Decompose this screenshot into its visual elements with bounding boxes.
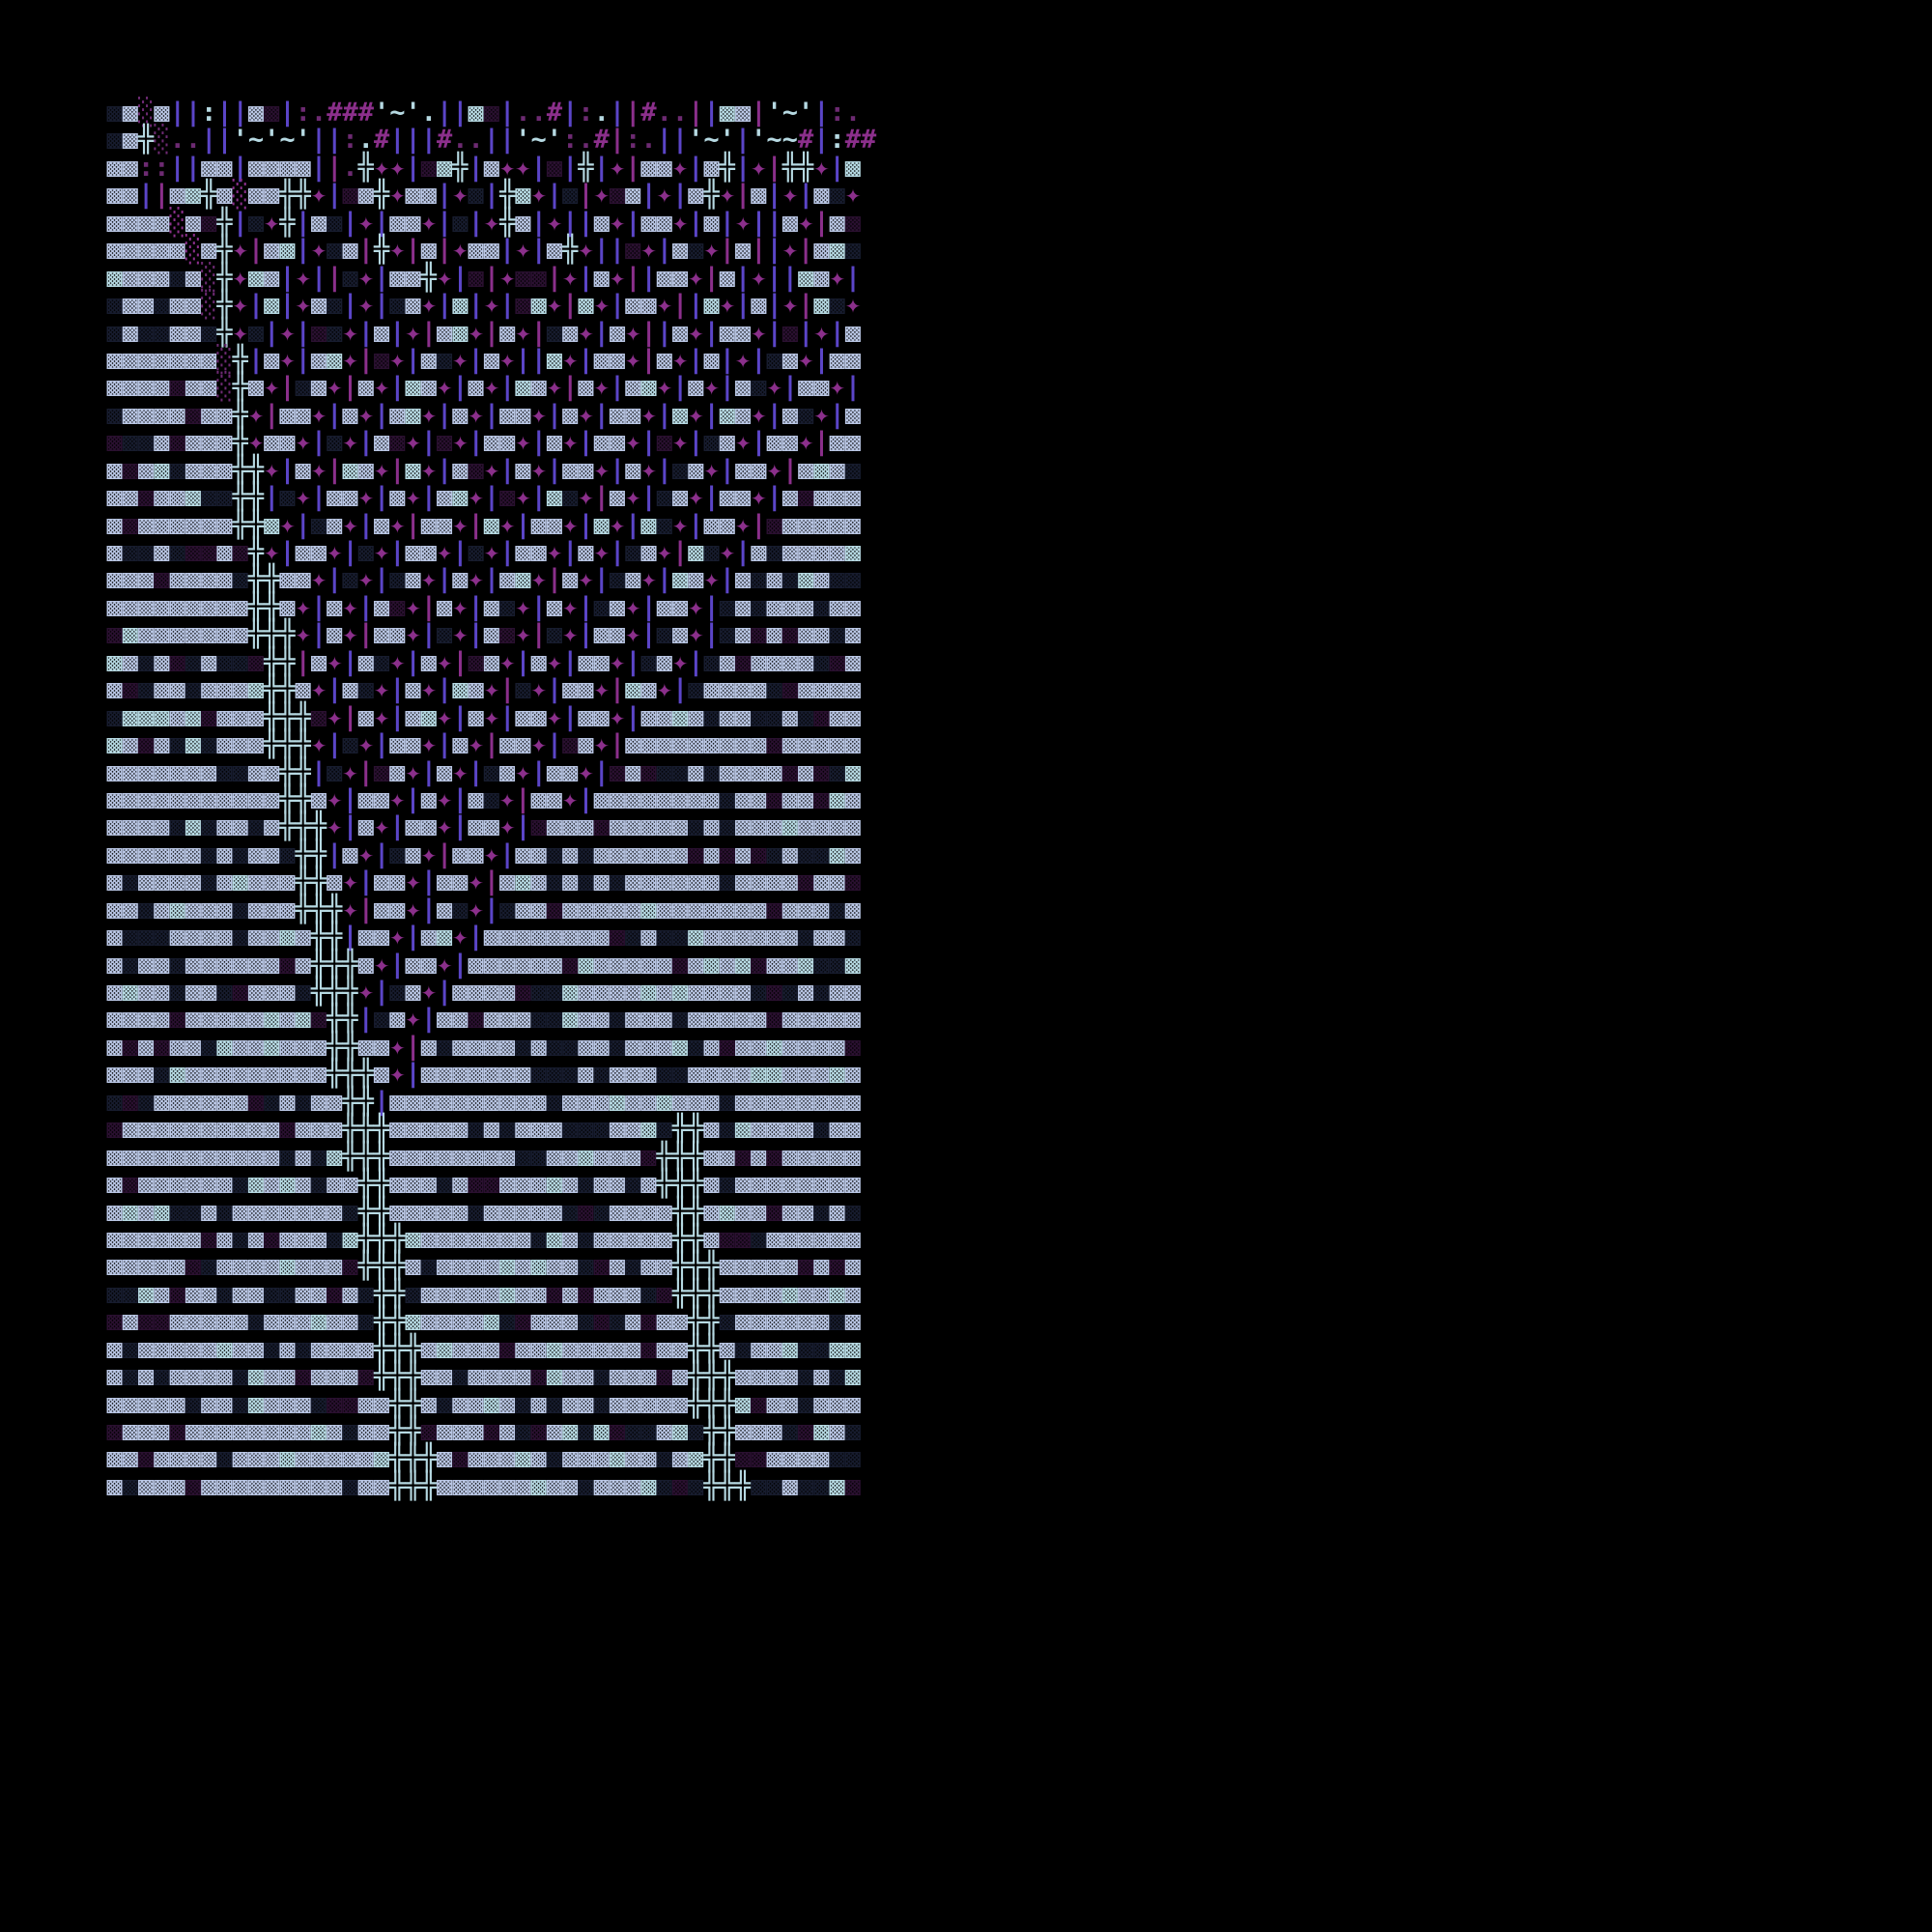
ascii-art-row: ▩▩▩▩▩▩▩▩▩▩▩▩▩╬╬╬▩✦|▩▩✦|▩▩▩▩▩▩▩▩▩▩▩▩▩▩▩▩▩…: [106, 949, 862, 980]
ascii-art-row: ▩▩▩▩▩▩▩▩▩▩▩▩▩▩▩▩▩▩╬╬▩▩▩▩▩▩▩▩▩▩▩▩▩▩▩▩▩▩╬╬…: [106, 1416, 862, 1446]
ascii-art-row: ▩▩▩▩▩▩▩▩▩▩▩▩▩▩▩▩▩▩╬╬╬▩▩▩▩▩▩▩▩▩▩▩▩▩▩▩▩▩╬╬…: [106, 1470, 862, 1501]
ascii-art-row: ▩▩▩▩▩▩▩▩▩▩▩▩▩▩▩▩▩╬╬╬▩▩▩▩▩▩▩▩▩▩▩▩▩▩▩▩▩╬╬╬…: [106, 1361, 862, 1392]
ascii-art-row: ▩▩▩▩▩░▩╬✦|▩▩|✦▩▩|╬✦|▩|✦▩▩|✦|▩╬✦||▩✦|▩▩✦|…: [106, 235, 862, 266]
ascii-art-row: ▩▩▩▩▩▩▩▩▩▩▩╬╬|▩✦|▩▩✦|▩✦|▩▩✦|▩▩✦|▩▩▩▩▩▩▩▩…: [106, 756, 862, 787]
ascii-art-row: ▩▩▩▩▩▩▩▩▩▩▩▩▩▩▩▩╬╬╬▩▩▩▩▩▩▩▩▩▩▩▩▩▩▩▩▩╬╬▩▩…: [106, 1223, 861, 1254]
ascii-art-row: ▩▩▩▩▩▩▩▩▩▩▩▩▩▩▩▩╬╬▩▩▩▩▩▩▩▩▩▩▩▩▩▩▩▩▩╬╬╬▩▩…: [106, 1169, 862, 1200]
ascii-art-row: ▩▩▩▩▩▩▩▩▩▩▩▩▩▩▩▩▩╬╬▩▩▩▩▩▩▩▩▩▩▩▩▩▩▩▩▩╬╬╬▩…: [106, 1278, 862, 1309]
ascii-art-row: ▩▩▩▩▩▩▩▩▩▩▩▩▩▩╬╬|▩▩✦|▩▩▩▩▩▩▩▩▩▩▩▩▩▩▩▩▩▩▩…: [106, 1004, 861, 1035]
ascii-art-row: ▩▩▩▩░▩▩╬|▩✦╬|▩▩|✦|▩▩✦|▩|✦╬▩|✦||▩✦|▩▩✦|▩|…: [106, 207, 862, 238]
ascii-art-row: ▩▩▩▩▩▩▩░╬▩✦|▩▩✦|▩✦|▩▩✦|▩✦|▩▩✦|▩✦|▩▩✦|▩✦|…: [106, 372, 862, 403]
ascii-art-row: ▩▩▩▩▩▩▩▩▩▩▩▩▩▩▩▩▩▩╬╬▩▩▩▩▩▩▩▩▩▩▩▩▩▩▩▩▩╬╬╬…: [106, 1388, 861, 1419]
ascii-art-row: ▩▩▩▩▩▩▩▩╬✦▩▩✦|▩✦|▩▩✦|▩✦|▩▩✦|▩✦|▩▩✦|▩✦|▩▩…: [106, 427, 862, 458]
ascii-art-row: ▩▩▩▩▩▩▩▩▩▩▩▩▩▩▩╬╬╬▩▩▩▩▩▩▩▩▩▩▩▩▩▩▩▩▩▩╬╬▩▩…: [106, 1114, 861, 1145]
ascii-art-row: ▩▩▩▩▩▩▩▩▩▩╬╬|▩✦|▩▩✦|▩✦|▩▩✦|▩✦|▩▩✦|▩▩✦|▩▩…: [106, 646, 862, 677]
ascii-art-row: ▩▩▩▩▩▩▩▩▩▩╬╬╬✦|▩✦|▩▩✦|▩✦|▩▩✦|▩▩✦|▩▩▩▩▩▩▩…: [106, 729, 862, 760]
ascii-art-row: ▩▩▩▩▩▩▩▩▩▩▩▩╬╬╬✦|▩▩✦|▩▩✦|▩▩▩▩▩▩▩▩▩▩▩▩▩▩▩…: [106, 894, 862, 924]
ascii-art-row: ▩▩||▩▩╬▩░▩▩╬╬✦|▩▩╬✦▩▩|✦▩|╬▩✦|▩|✦▩▩|✦|▩╬✦…: [106, 180, 862, 211]
ascii-art-row: ▩▩▩▩▩▩░╬✦▩▩|✦||▩✦|▩▩╬✦|▩|✦▩▩|✦|▩✦||▩▩✦|▩…: [106, 262, 862, 293]
ascii-art-row: ▩▩▩▩▩▩▩░╬|▩✦|▩▩✦|▩✦|▩▩✦|▩✦||▩✦|▩▩✦|▩✦|▩|…: [106, 344, 862, 375]
ascii-art-row: ▩▩▩▩▩▩▩▩▩╬╬▩✦|▩✦|▩▩✦|▩✦|▩▩✦|▩✦|▩▩✦|▩▩✦|▩…: [106, 591, 862, 622]
ascii-art-row: ▩▩░▩||:||▩▩|:.###'~'.||▩▩|..#|:.||#..||▩…: [106, 98, 862, 128]
ascii-art-row: ▩▩▩▩▩▩▩▩▩▩▩▩▩╬╬|▩▩✦|▩▩✦|▩▩▩▩▩▩▩▩▩▩▩▩▩▩▩▩…: [106, 922, 862, 952]
ascii-art-row: ▩▩▩▩▩▩▩▩╬✦|▩▩✦|▩✦|▩▩✦|▩✦|▩▩✦|▩✦|▩▩✦|▩✦|▩…: [106, 399, 862, 430]
ascii-art-row: ▩▩▩▩▩▩▩▩▩╬╬╬✦|▩✦|▩▩✦|▩✦|▩▩✦|▩✦|▩▩✦|▩▩✦|▩…: [106, 619, 862, 650]
ascii-art-row: ▩▩▩▩▩▩▩▩▩╬✦|▩▩✦|▩✦|▩▩✦|▩✦|▩▩✦|▩✦|▩▩✦|▩▩✦…: [106, 537, 862, 567]
ascii-art-row: ▩▩▩▩▩▩▩▩╬╬✦|▩✦|▩▩✦|▩✦|▩▩✦|▩✦|▩▩✦|▩✦|▩▩✦|…: [106, 454, 862, 485]
ascii-art-row: ▩▩▩▩▩▩▩▩╬╬|▩✦|▩▩✦|▩✦|▩▩✦|▩✦|▩▩✦|▩✦|▩▩✦|▩…: [106, 482, 862, 513]
ascii-art-row: ▩▩▩▩▩▩▩▩▩▩╬╬▩✦|▩▩✦|▩✦|▩▩✦|▩✦|▩▩✦|▩▩✦|▩▩▩…: [106, 674, 862, 705]
ascii-art-row: ▩▩▩▩▩▩▩▩▩╬╬▩▩✦|▩✦|▩▩✦|▩✦|▩▩✦|▩✦|▩▩✦|▩▩✦|…: [106, 564, 862, 595]
ascii-art-row: ▩▩▩▩▩▩▩▩▩▩▩▩▩▩▩▩╬╬▩▩▩▩▩▩▩▩▩▩▩▩▩▩▩▩▩▩╬╬▩▩…: [106, 1196, 861, 1227]
ascii-art-row: ▩▩▩▩▩▩▩▩▩▩▩▩▩▩▩╬╬╬▩▩▩▩▩▩▩▩▩▩▩▩▩▩▩▩▩╬╬╬▩▩…: [106, 1141, 861, 1172]
ascii-art-row: ▩▩▩▩▩▩▩▩▩▩▩▩▩▩╬╬▩▩✦|▩▩▩▩▩▩▩▩▩▩▩▩▩▩▩▩▩▩▩▩…: [106, 1031, 862, 1062]
ascii-art-row: ▩▩╬░..||'~'~'||:.#|||#..||'~':.#|:.||'~'…: [106, 125, 877, 156]
ascii-art-row: ▩▩▩▩▩▩▩▩▩▩▩▩▩▩▩▩▩╬╬▩▩▩▩▩▩▩▩▩▩▩▩▩▩▩▩▩▩╬╬▩…: [106, 1306, 862, 1337]
ascii-art-row: ▩▩▩▩▩▩▩▩▩▩▩▩▩▩▩▩▩╬╬╬▩▩▩▩▩▩▩▩▩▩▩▩▩▩▩▩▩╬╬▩…: [106, 1333, 861, 1364]
ascii-art-row: ▩▩▩▩▩▩▩▩▩▩╬╬╬▩✦|▩✦|▩▩✦|▩✦|▩▩✦|▩▩✦|▩▩▩▩▩▩…: [106, 701, 862, 732]
ascii-art-row: ▩▩▩▩▩▩▩▩▩▩▩▩▩▩▩▩╬╬╬▩▩▩▩▩▩▩▩▩▩▩▩▩▩▩▩▩╬╬╬▩…: [106, 1251, 862, 1282]
ascii-art-row: ▩▩▩▩▩▩▩▩╬╬▩✦|▩▩✦|▩✦|▩▩✦|▩✦|▩▩✦|▩✦|▩▩✦|▩▩…: [106, 509, 862, 540]
ascii-art-row: ▩▩▩▩▩▩▩▩▩▩▩▩╬╬|▩✦|▩▩✦|▩▩✦|▩▩▩▩▩▩▩▩▩▩▩▩▩▩…: [106, 838, 862, 869]
ascii-art-row: ▩▩▩▩▩▩▩▩▩▩▩▩▩▩▩▩▩▩╬╬╬▩▩▩▩▩▩▩▩▩▩▩▩▩▩▩▩▩╬╬…: [106, 1443, 861, 1474]
ascii-art-row: ▩▩▩▩▩▩░╬✦|▩|✦▩▩|✦|▩▩✦|▩|✦|▩▩✦|▩✦|▩▩✦||▩✦…: [106, 290, 862, 321]
ascii-art-row: ▩▩▩▩▩▩▩▩▩▩▩▩▩▩▩╬╬|▩▩▩▩▩▩▩▩▩▩▩▩▩▩▩▩▩▩▩▩▩▩…: [106, 1086, 861, 1117]
ascii-art-row: ▩▩▩▩▩▩▩▩▩▩▩╬╬╬✦|▩✦|▩▩✦|▩▩✦|▩▩▩▩▩▩▩▩▩▩▩▩▩…: [106, 811, 862, 842]
ascii-art-row: ▩▩▩▩▩▩▩▩▩▩▩▩▩╬╬╬✦|▩▩✦|▩▩▩▩▩▩▩▩▩▩▩▩▩▩▩▩▩▩…: [106, 977, 862, 1007]
ascii-art-row: ▩▩▩▩▩▩▩╬✦▩|✦|▩▩✦|▩|✦|▩▩✦|▩✦|▩▩✦|▩✦||▩✦|▩…: [106, 317, 862, 348]
ascii-art-row: ▩▩▩▩▩▩▩▩▩▩▩▩▩▩╬╬╬▩✦|▩▩▩▩▩▩▩▩▩▩▩▩▩▩▩▩▩▩▩▩…: [106, 1059, 861, 1090]
ascii-art-grid: ▩▩░▩||:||▩▩|:.###'~'.||▩▩|..#|:.||#..||▩…: [75, 98, 1466, 1501]
ascii-art-row: ▩▩▩▩▩▩▩▩▩▩▩▩╬╬▩✦|▩▩✦|▩▩✦|▩▩▩▩▩▩▩▩▩▩▩▩▩▩▩…: [106, 867, 862, 897]
ascii-art-row: ▩▩▩▩▩▩▩▩▩▩▩╬╬▩✦|▩▩✦|▩✦|▩▩✦|▩▩✦|▩▩▩▩▩▩▩▩▩…: [106, 783, 861, 814]
ascii-art-row: ▩▩::||▩▩|▩▩▩▩||.╬✦✦|▩▩╬|▩✦✦|▩|╬|✦|▩▩✦|▩╬…: [106, 152, 862, 183]
